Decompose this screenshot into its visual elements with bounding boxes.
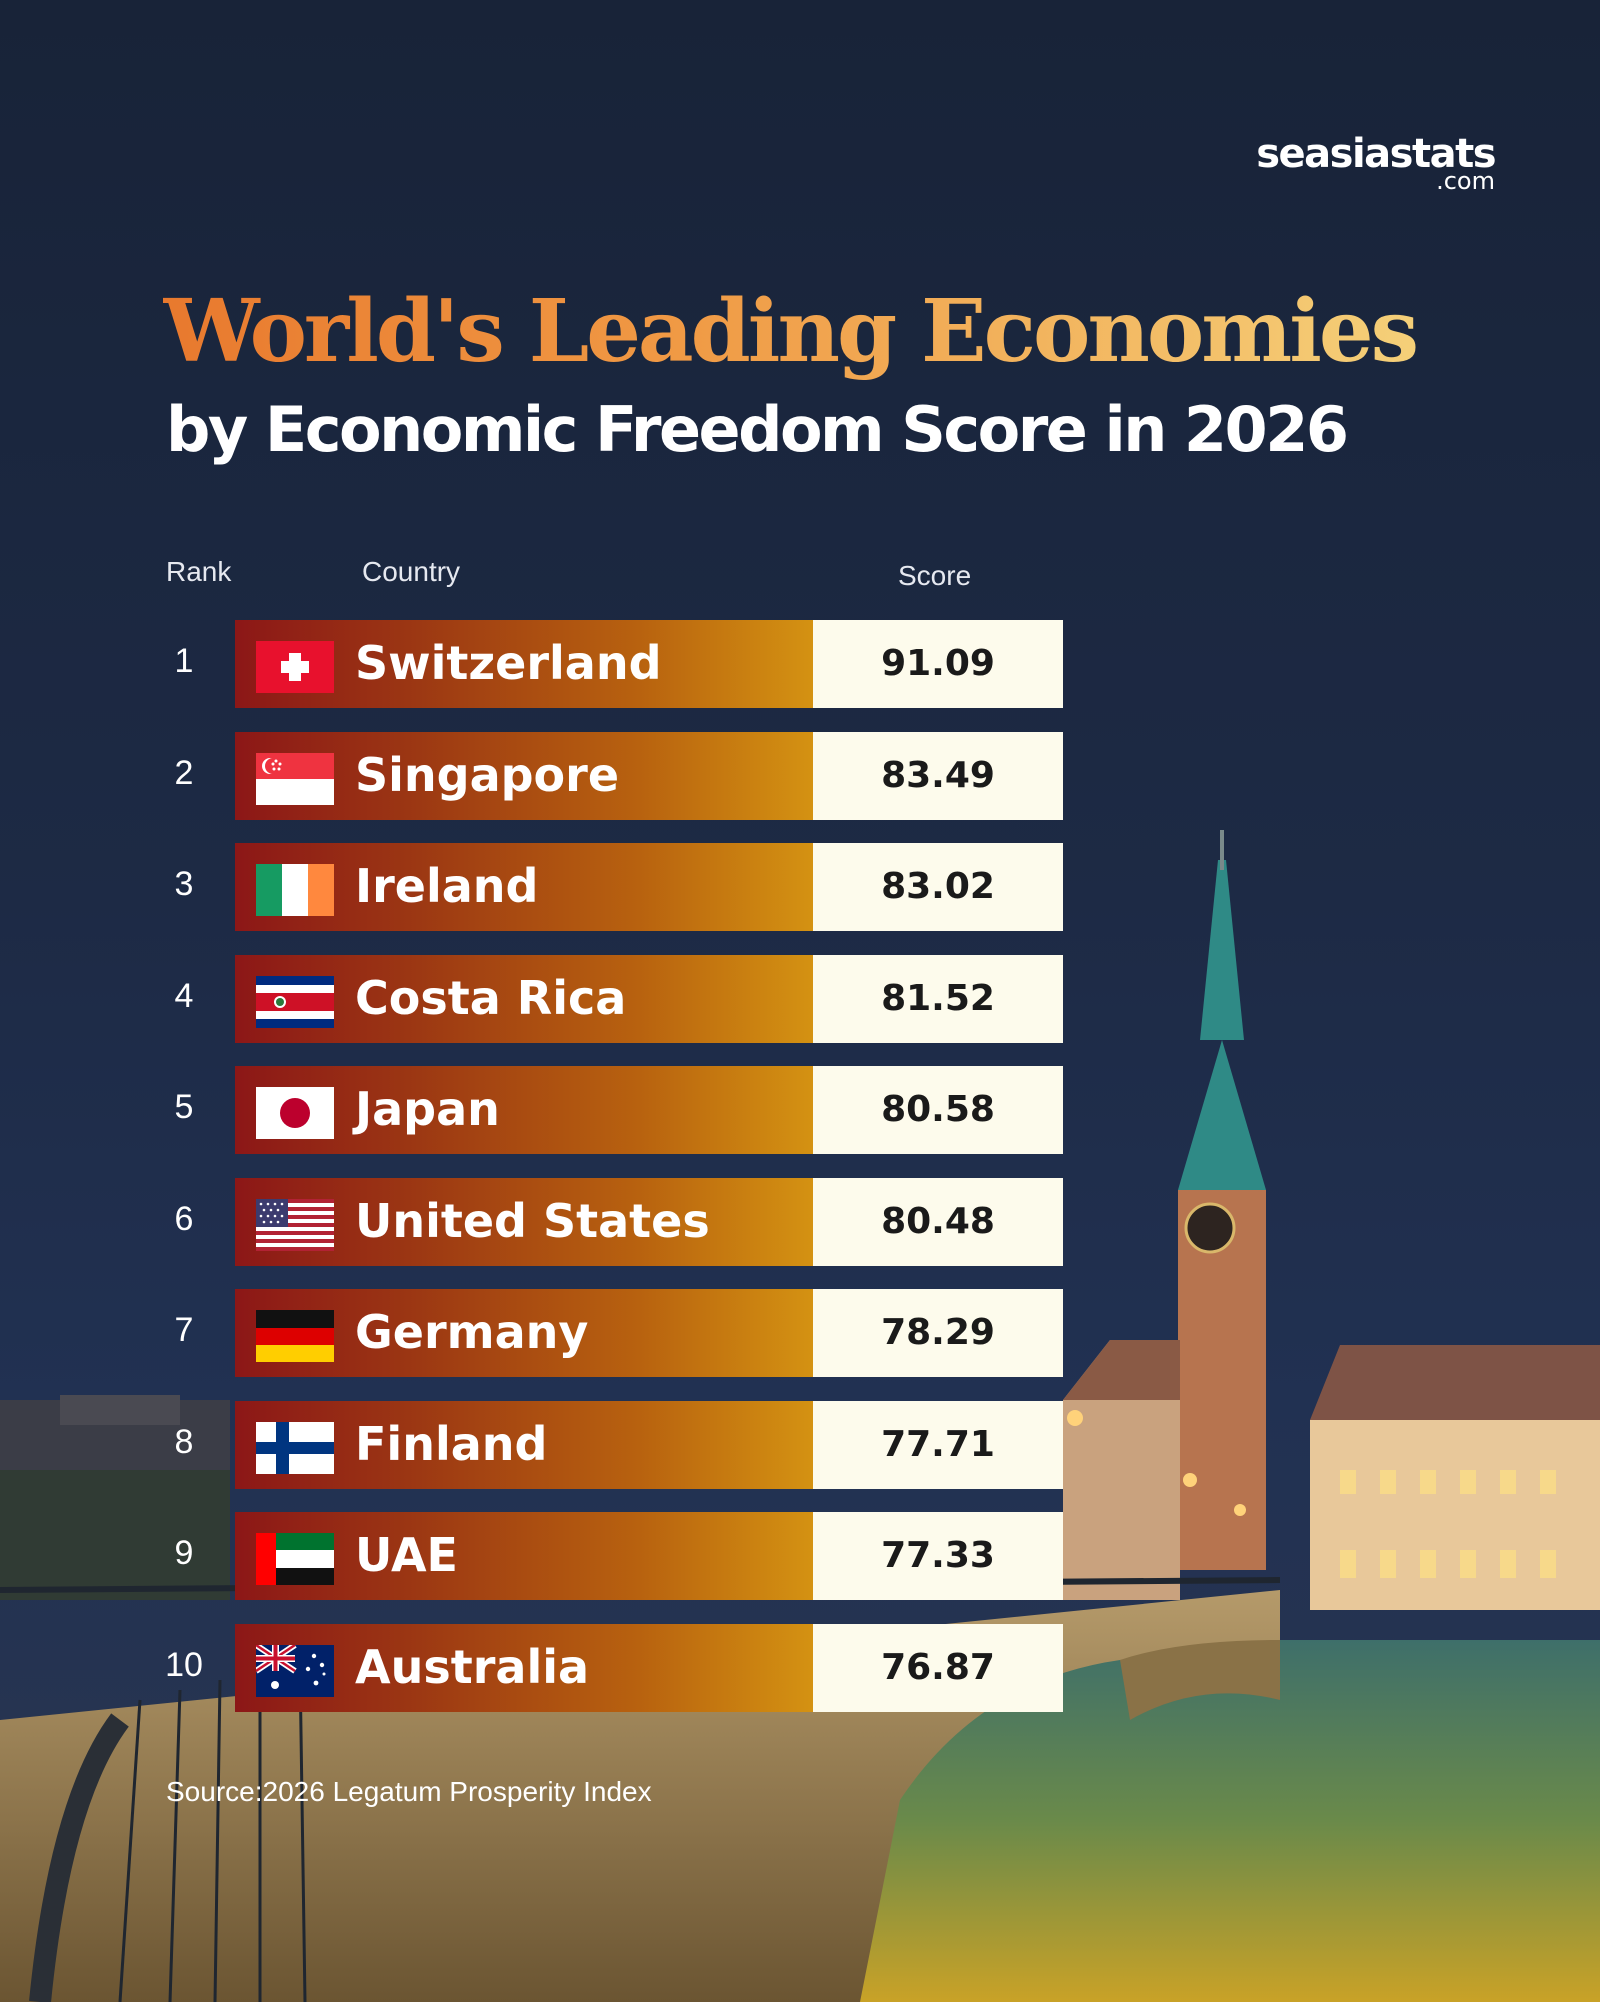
country-name: Switzerland <box>355 636 662 690</box>
country-bar: Costa Rica <box>235 955 813 1043</box>
country-name: Finland <box>355 1417 548 1471</box>
switzerland-flag-icon <box>256 641 334 693</box>
rank-number: 4 <box>174 977 194 1015</box>
rank-number: 9 <box>174 1534 194 1572</box>
germany-flag-icon <box>256 1310 334 1362</box>
united-states-flag-icon <box>256 1199 334 1251</box>
rank-number: 8 <box>174 1423 194 1461</box>
score-cell: 77.33 <box>813 1512 1063 1600</box>
country-name: Costa Rica <box>355 971 627 1025</box>
country-bar: Germany <box>235 1289 813 1377</box>
table-row: 3 Ireland 83.02 <box>0 843 1100 931</box>
score-cell: 80.58 <box>813 1066 1063 1154</box>
country-bar: Finland <box>235 1401 813 1489</box>
rank-number: 3 <box>174 865 194 903</box>
country-bar: Japan <box>235 1066 813 1154</box>
score-value: 83.02 <box>881 866 995 907</box>
table-row: 8 Finland 77.71 <box>0 1401 1100 1489</box>
score-value: 80.58 <box>881 1089 995 1130</box>
costa-rica-flag-icon <box>256 976 334 1028</box>
score-cell: 91.09 <box>813 620 1063 708</box>
singapore-flag-icon <box>256 753 334 805</box>
country-name: UAE <box>355 1528 458 1582</box>
country-bar: Australia <box>235 1624 813 1712</box>
score-value: 83.49 <box>881 755 995 796</box>
country-name: United States <box>355 1194 710 1248</box>
chart-subtitle: by Economic Freedom Score in 2026 <box>166 393 1349 466</box>
country-bar: United States <box>235 1178 813 1266</box>
column-header-country: Country <box>362 556 461 587</box>
country-name: Ireland <box>355 859 539 913</box>
score-cell: 83.02 <box>813 843 1063 931</box>
score-value: 80.48 <box>881 1201 995 1242</box>
table-row: 9 UAE 77.33 <box>0 1512 1100 1600</box>
score-cell: 76.87 <box>813 1624 1063 1712</box>
chart-title: World's Leading Economies <box>163 282 1463 382</box>
country-name: Australia <box>355 1640 590 1694</box>
table-row: 5 Japan 80.58 <box>0 1066 1100 1154</box>
country-name: Singapore <box>355 748 620 802</box>
ireland-flag-icon <box>256 864 334 916</box>
score-value: 91.09 <box>881 643 995 684</box>
country-bar: Switzerland <box>235 620 813 708</box>
score-value: 78.29 <box>881 1312 995 1353</box>
score-cell: 81.52 <box>813 955 1063 1043</box>
brand-name: seasiastats <box>1256 131 1496 177</box>
table-row: 6 United States 80.48 <box>0 1178 1100 1266</box>
rank-number: 10 <box>165 1646 203 1684</box>
score-cell: 80.48 <box>813 1178 1063 1266</box>
rank-number: 6 <box>174 1200 194 1238</box>
rank-number: 5 <box>174 1088 194 1126</box>
column-header-rank: Rank <box>166 556 232 587</box>
table-row: 10 Australia 76.87 <box>0 1624 1100 1712</box>
rank-number: 7 <box>174 1311 194 1349</box>
score-cell: 78.29 <box>813 1289 1063 1377</box>
score-value: 77.71 <box>881 1424 995 1465</box>
column-header-score: Score <box>898 560 972 591</box>
country-bar: UAE <box>235 1512 813 1600</box>
country-name: Japan <box>355 1082 500 1136</box>
country-name: Germany <box>355 1305 589 1359</box>
country-bar: Singapore <box>235 732 813 820</box>
table-row: 2 Singapore 83.49 <box>0 732 1100 820</box>
rank-number: 2 <box>174 754 194 792</box>
table-row: 1 Switzerland 91.09 <box>0 620 1100 708</box>
rank-number: 1 <box>174 642 194 680</box>
score-value: 81.52 <box>881 978 995 1019</box>
score-value: 77.33 <box>881 1535 995 1576</box>
score-cell: 83.49 <box>813 732 1063 820</box>
score-value: 76.87 <box>881 1647 995 1688</box>
score-cell: 77.71 <box>813 1401 1063 1489</box>
source-note: Source:2026 Legatum Prosperity Index <box>166 1776 652 1807</box>
australia-flag-icon <box>256 1645 334 1697</box>
brand-suffix: .com <box>1436 167 1495 195</box>
brand-logo: seasiastats .com <box>1250 131 1496 195</box>
uae-flag-icon <box>256 1533 334 1585</box>
table-row: 7 Germany 78.29 <box>0 1289 1100 1377</box>
japan-flag-icon <box>256 1087 334 1139</box>
country-bar: Ireland <box>235 843 813 931</box>
finland-flag-icon <box>256 1422 334 1474</box>
table-row: 4 Costa Rica 81.52 <box>0 955 1100 1043</box>
